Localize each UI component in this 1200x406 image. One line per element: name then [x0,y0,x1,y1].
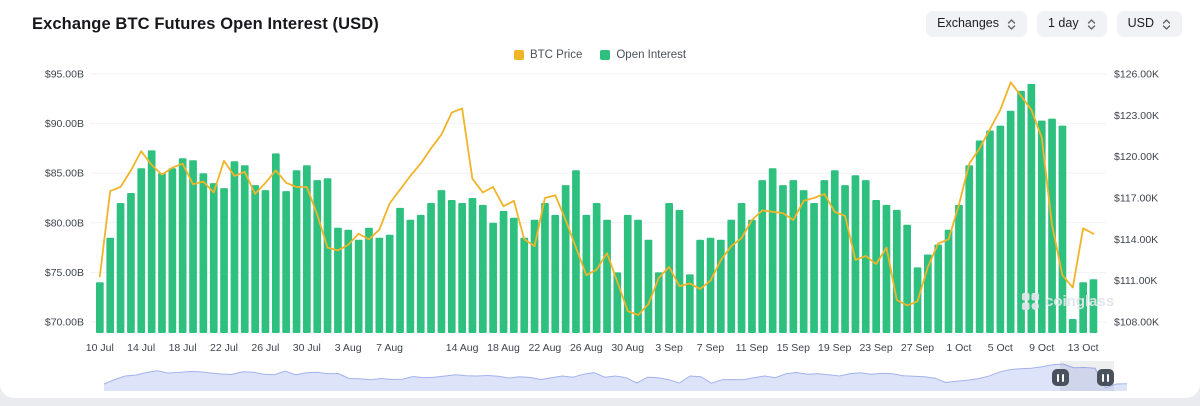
navigator-handle-right[interactable] [1097,369,1114,386]
open-interest-swatch-icon [600,50,611,60]
svg-text:23 Sep: 23 Sep [859,342,892,354]
chevron-updown-icon [1162,18,1171,30]
svg-text:$111.00K: $111.00K [1114,275,1157,287]
svg-text:3 Sep: 3 Sep [655,342,683,354]
legend-item-btc-price[interactable]: BTC Price [513,49,583,61]
svg-text:22 Jul: 22 Jul [210,342,238,354]
svg-text:9 Oct: 9 Oct [1029,342,1054,354]
chart-legend: BTC Price Open Interest [0,49,1200,61]
svg-text:$123.00K: $123.00K [1114,110,1159,122]
exchanges-dropdown[interactable]: Exchanges [926,11,1027,37]
svg-text:$108.00K: $108.00K [1114,317,1159,329]
legend-label-btc-price: BTC Price [529,49,583,61]
svg-text:$70.00B: $70.00B [45,317,84,329]
svg-text:13 Oct: 13 Oct [1068,342,1099,354]
page-title: Exchange BTC Futures Open Interest (USD) [32,14,379,33]
range-navigator[interactable] [0,358,1200,398]
svg-text:$117.00K: $117.00K [1114,193,1158,205]
legend-item-open-interest[interactable]: Open Interest [600,49,686,61]
svg-text:10 Jul: 10 Jul [86,342,114,354]
chart-controls: Exchanges 1 day USD [926,11,1182,37]
svg-text:$75.00B: $75.00B [45,267,84,279]
svg-text:18 Aug: 18 Aug [487,342,520,354]
svg-text:14 Jul: 14 Jul [127,342,155,354]
svg-text:7 Sep: 7 Sep [697,342,725,354]
currency-dropdown[interactable]: USD [1116,11,1182,37]
svg-text:14 Aug: 14 Aug [446,342,479,354]
svg-text:$120.00K: $120.00K [1114,151,1159,163]
legend-label-open-interest: Open Interest [616,49,687,61]
svg-text:30 Jul: 30 Jul [293,342,321,354]
navigator-svg[interactable] [0,358,1200,398]
svg-text:26 Jul: 26 Jul [251,342,279,354]
navigator-handle-left[interactable] [1052,369,1069,386]
btc-price-swatch-icon [513,50,524,60]
exchanges-dropdown-label: Exchanges [937,16,999,31]
svg-text:30 Aug: 30 Aug [611,342,644,354]
svg-text:$85.00B: $85.00B [45,168,84,180]
svg-text:11 Sep: 11 Sep [736,342,769,354]
svg-text:19 Sep: 19 Sep [818,342,851,354]
chart-header: Exchange BTC Futures Open Interest (USD)… [0,0,1200,44]
svg-text:27 Sep: 27 Sep [901,342,934,354]
svg-text:22 Aug: 22 Aug [529,342,562,354]
svg-text:7 Aug: 7 Aug [376,342,403,354]
svg-text:3 Aug: 3 Aug [335,342,362,354]
svg-text:$95.00B: $95.00B [45,69,84,81]
svg-text:$114.00K: $114.00K [1114,234,1158,246]
svg-text:26 Aug: 26 Aug [570,342,603,354]
svg-text:18 Jul: 18 Jul [169,342,197,354]
interval-dropdown-label: 1 day [1048,16,1079,31]
main-chart-svg[interactable]: $95.00B $90.00B $85.00B $80.00B $75.00B $70.0… [0,60,1200,360]
svg-text:$126.00K: $126.00K [1114,69,1159,81]
svg-text:1 Oct: 1 Oct [946,342,971,354]
chevron-updown-icon [1007,18,1016,30]
currency-dropdown-label: USD [1127,16,1154,31]
svg-text:5 Oct: 5 Oct [988,342,1013,354]
svg-text:$80.00B: $80.00B [45,217,84,229]
interval-dropdown[interactable]: 1 day [1037,11,1107,37]
svg-text:$90.00B: $90.00B [45,118,84,130]
svg-text:15 Sep: 15 Sep [777,342,810,354]
chevron-updown-icon [1087,18,1095,30]
